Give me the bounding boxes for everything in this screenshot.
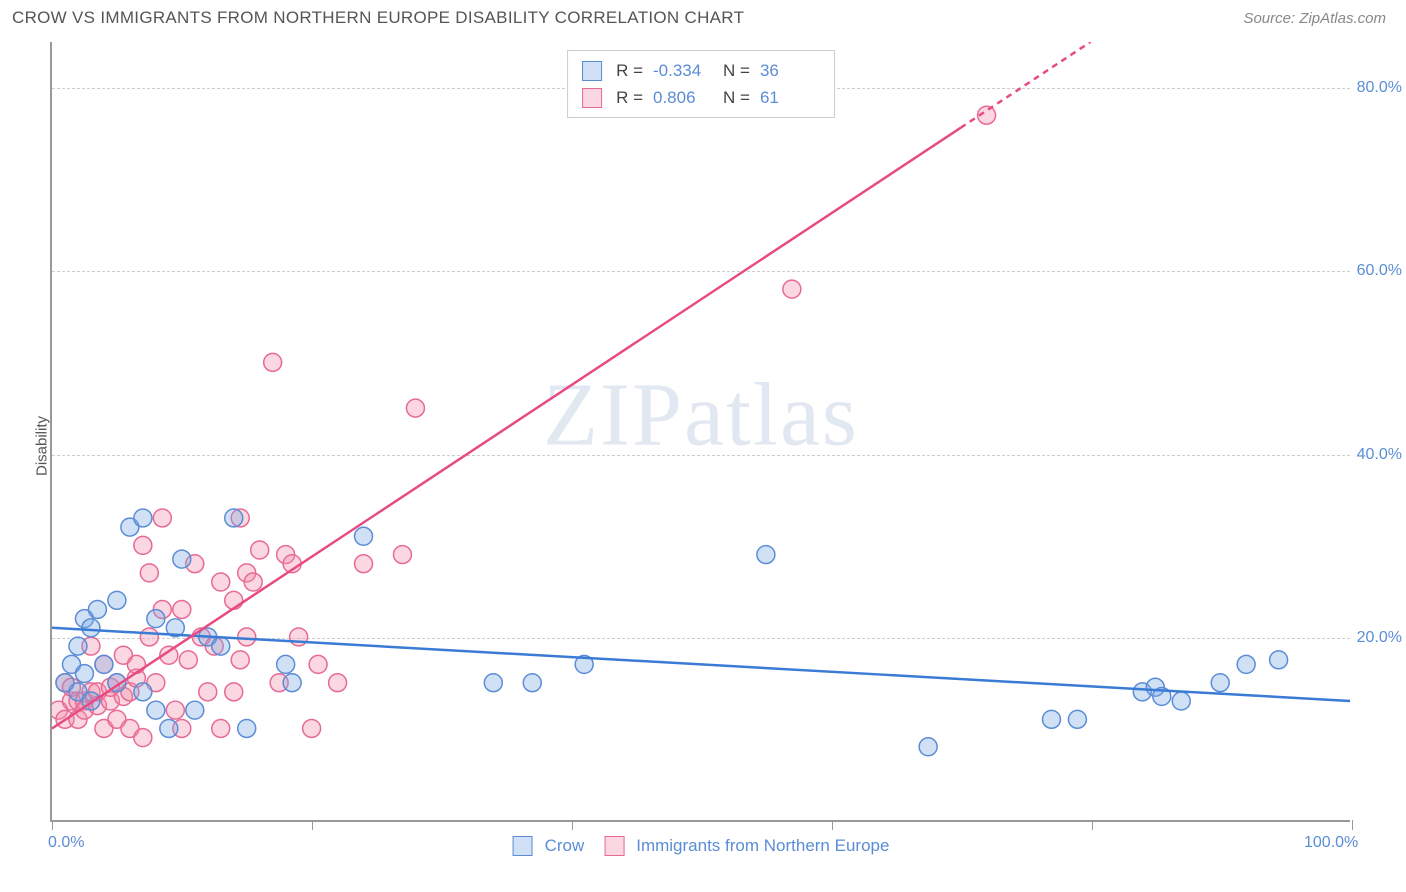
data-point bbox=[1270, 651, 1288, 669]
data-point bbox=[166, 701, 184, 719]
y-tick-label: 20.0% bbox=[1357, 629, 1402, 647]
data-point bbox=[238, 628, 256, 646]
data-point bbox=[277, 655, 295, 673]
data-point bbox=[173, 601, 191, 619]
data-point bbox=[264, 353, 282, 371]
data-point bbox=[173, 550, 191, 568]
data-point bbox=[134, 509, 152, 527]
data-point bbox=[140, 564, 158, 582]
data-point bbox=[153, 509, 171, 527]
x-tick bbox=[1352, 820, 1353, 830]
data-point bbox=[1211, 674, 1229, 692]
y-axis-label: Disability bbox=[34, 416, 51, 476]
source-attribution: Source: ZipAtlas.com bbox=[1243, 10, 1386, 27]
legend-swatch bbox=[513, 836, 533, 856]
x-tick-label: 100.0% bbox=[1304, 834, 1358, 852]
data-point bbox=[231, 651, 249, 669]
data-point bbox=[95, 655, 113, 673]
data-point bbox=[134, 536, 152, 554]
data-point bbox=[1042, 710, 1060, 728]
data-point bbox=[309, 655, 327, 673]
y-tick-label: 60.0% bbox=[1357, 262, 1402, 280]
legend-row: R =-0.334N =36 bbox=[582, 57, 820, 84]
x-tick bbox=[52, 820, 53, 830]
legend-label: Immigrants from Northern Europe bbox=[636, 836, 889, 856]
data-point bbox=[147, 610, 165, 628]
trend-line bbox=[52, 128, 961, 729]
series-legend: Crow Immigrants from Northern Europe bbox=[513, 836, 890, 856]
data-point bbox=[406, 399, 424, 417]
data-point bbox=[244, 573, 262, 591]
data-point bbox=[212, 719, 230, 737]
data-point bbox=[484, 674, 502, 692]
data-point bbox=[1172, 692, 1190, 710]
x-tick bbox=[312, 820, 313, 830]
data-point bbox=[329, 674, 347, 692]
x-tick bbox=[832, 820, 833, 830]
data-point bbox=[1068, 710, 1086, 728]
data-point bbox=[212, 573, 230, 591]
legend-swatch bbox=[604, 836, 624, 856]
x-tick-label: 0.0% bbox=[48, 834, 84, 852]
legend-item: Crow bbox=[513, 836, 585, 856]
data-point bbox=[82, 619, 100, 637]
data-point bbox=[355, 555, 373, 573]
legend-label: Crow bbox=[545, 836, 585, 856]
data-point bbox=[127, 655, 145, 673]
data-point bbox=[238, 719, 256, 737]
data-point bbox=[225, 591, 243, 609]
data-point bbox=[523, 674, 541, 692]
data-point bbox=[225, 509, 243, 527]
data-point bbox=[225, 683, 243, 701]
y-tick-label: 40.0% bbox=[1357, 446, 1402, 464]
data-point bbox=[212, 637, 230, 655]
legend-swatch bbox=[582, 61, 602, 81]
data-point bbox=[199, 683, 217, 701]
legend-row: R =0.806N =61 bbox=[582, 84, 820, 111]
legend-swatch bbox=[582, 88, 602, 108]
data-point bbox=[783, 280, 801, 298]
chart-plot-area: ZIPatlas 20.0%40.0%60.0%80.0% 0.0%100.0%… bbox=[50, 42, 1350, 822]
legend-item: Immigrants from Northern Europe bbox=[604, 836, 889, 856]
data-point bbox=[179, 651, 197, 669]
data-point bbox=[134, 683, 152, 701]
data-point bbox=[134, 729, 152, 747]
trend-line bbox=[961, 42, 1091, 128]
data-point bbox=[283, 674, 301, 692]
data-point bbox=[75, 665, 93, 683]
data-point bbox=[303, 719, 321, 737]
data-point bbox=[355, 527, 373, 545]
data-point bbox=[147, 701, 165, 719]
data-point bbox=[757, 546, 775, 564]
data-point bbox=[1237, 655, 1255, 673]
x-tick bbox=[1092, 820, 1093, 830]
data-point bbox=[140, 628, 158, 646]
x-tick bbox=[572, 820, 573, 830]
data-point bbox=[393, 546, 411, 564]
data-point bbox=[160, 719, 178, 737]
data-point bbox=[69, 637, 87, 655]
data-point bbox=[108, 591, 126, 609]
data-point bbox=[251, 541, 269, 559]
correlation-legend: R =-0.334N =36R =0.806N =61 bbox=[567, 50, 835, 118]
data-point bbox=[88, 601, 106, 619]
y-tick-label: 80.0% bbox=[1357, 79, 1402, 97]
data-point bbox=[919, 738, 937, 756]
data-point bbox=[186, 701, 204, 719]
chart-title: CROW VS IMMIGRANTS FROM NORTHERN EUROPE … bbox=[12, 8, 744, 28]
